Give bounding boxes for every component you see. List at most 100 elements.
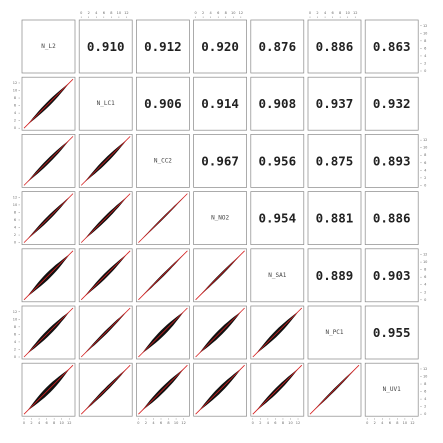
y-tick-label: 0 — [14, 355, 16, 359]
x-tick-label: 2 — [202, 11, 204, 15]
panel — [307, 191, 362, 245]
correlation: 0.903 — [373, 268, 411, 283]
y-tick-label: 12 — [13, 195, 17, 199]
variable-name: N_CC2 — [154, 157, 172, 164]
y-tick-label: 2 — [424, 290, 426, 294]
y-tick-label: 10 — [423, 31, 427, 35]
y-tick-label: 6 — [424, 390, 426, 394]
correlation: 0.889 — [316, 268, 354, 283]
x-tick-label: 12 — [296, 421, 300, 425]
panel — [250, 248, 305, 303]
y-tick-label: 6 — [14, 332, 16, 336]
y-tick-label: 12 — [423, 138, 427, 142]
correlation: 0.920 — [201, 39, 239, 54]
fit-line — [195, 250, 245, 301]
panel — [193, 134, 247, 188]
fit-line — [23, 250, 74, 301]
fit-line — [252, 307, 303, 358]
x-tick-label: 2 — [145, 421, 147, 425]
panel — [78, 19, 133, 74]
y-tick-label: 0 — [14, 241, 16, 245]
fit-line — [23, 193, 74, 243]
y-tick-label: 6 — [424, 161, 426, 165]
y-tick-label: 12 — [13, 310, 17, 314]
fit-line — [23, 136, 74, 186]
panel — [250, 134, 305, 188]
y-tick-label: 8 — [424, 39, 426, 43]
y-tick-label: 2 — [424, 61, 426, 65]
panel — [364, 305, 419, 360]
x-tick-label: 12 — [67, 421, 71, 425]
panel — [250, 19, 305, 74]
panel — [364, 134, 419, 188]
y-tick-label: 2 — [424, 176, 426, 180]
y-tick-label: 8 — [424, 268, 426, 272]
x-tick-label: 12 — [353, 11, 357, 15]
panel — [364, 76, 419, 131]
panel — [136, 19, 190, 74]
x-tick-label: 0 — [366, 421, 368, 425]
y-tick-label: 0 — [14, 126, 16, 130]
x-tick-label: 10 — [59, 421, 63, 425]
x-tick-label: 4 — [152, 421, 155, 425]
x-tick-label: 10 — [403, 421, 407, 425]
x-tick-label: 2 — [374, 421, 376, 425]
fit-line — [80, 250, 131, 301]
correlation: 0.908 — [258, 96, 296, 111]
y-tick-label: 0 — [424, 183, 426, 187]
panel — [21, 19, 76, 74]
x-tick-label: 10 — [174, 421, 178, 425]
fit-line — [23, 78, 74, 129]
variable-name: N_L2 — [41, 43, 56, 50]
correlation: 0.932 — [373, 96, 411, 111]
x-tick-label: 6 — [45, 421, 47, 425]
x-tick-label: 8 — [53, 421, 55, 425]
x-tick-label: 0 — [23, 421, 25, 425]
panel — [250, 76, 305, 131]
x-tick-label: 2 — [316, 11, 318, 15]
x-tick-label: 6 — [389, 421, 391, 425]
correlation: 0.876 — [258, 39, 296, 54]
variable-name: N_SA1 — [268, 272, 286, 279]
y-tick-label: 6 — [424, 46, 426, 50]
panel — [364, 362, 419, 417]
panel — [364, 19, 419, 74]
y-tick-label: 8 — [14, 210, 16, 214]
panel — [78, 76, 133, 131]
y-tick-label: 12 — [423, 24, 427, 28]
y-tick-label: 2 — [14, 233, 16, 237]
fit-line — [138, 193, 188, 243]
y-tick-label: 10 — [13, 89, 17, 93]
fit-line — [195, 307, 245, 358]
correlation: 0.893 — [373, 153, 411, 168]
fit-line — [80, 307, 131, 358]
y-tick-label: 10 — [423, 375, 427, 379]
x-tick-label: 6 — [331, 11, 333, 15]
y-tick-label: 8 — [14, 325, 16, 329]
y-tick-label: 4 — [424, 54, 427, 58]
y-tick-label: 4 — [14, 111, 17, 115]
x-tick-label: 4 — [381, 421, 384, 425]
y-tick-label: 0 — [424, 412, 426, 416]
correlation: 0.886 — [316, 39, 354, 54]
correlation: 0.863 — [373, 39, 411, 54]
y-tick-label: 10 — [13, 317, 17, 321]
panel — [307, 134, 362, 188]
x-tick-label: 12 — [239, 11, 243, 15]
x-tick-label: 6 — [160, 421, 162, 425]
x-tick-label: 6 — [274, 421, 276, 425]
fit-line — [138, 307, 188, 358]
fit-line — [80, 136, 131, 186]
panel — [193, 19, 247, 74]
y-tick-label: 12 — [13, 81, 17, 85]
x-tick-label: 8 — [225, 11, 227, 15]
panel — [136, 76, 190, 131]
x-tick-label: 12 — [124, 11, 128, 15]
correlation: 0.910 — [87, 39, 125, 54]
panel — [193, 76, 247, 131]
y-tick-label: 8 — [14, 96, 16, 100]
y-tick-label: 6 — [14, 218, 16, 222]
variable-name: N_NO2 — [211, 215, 229, 222]
y-tick-label: 2 — [14, 119, 16, 123]
